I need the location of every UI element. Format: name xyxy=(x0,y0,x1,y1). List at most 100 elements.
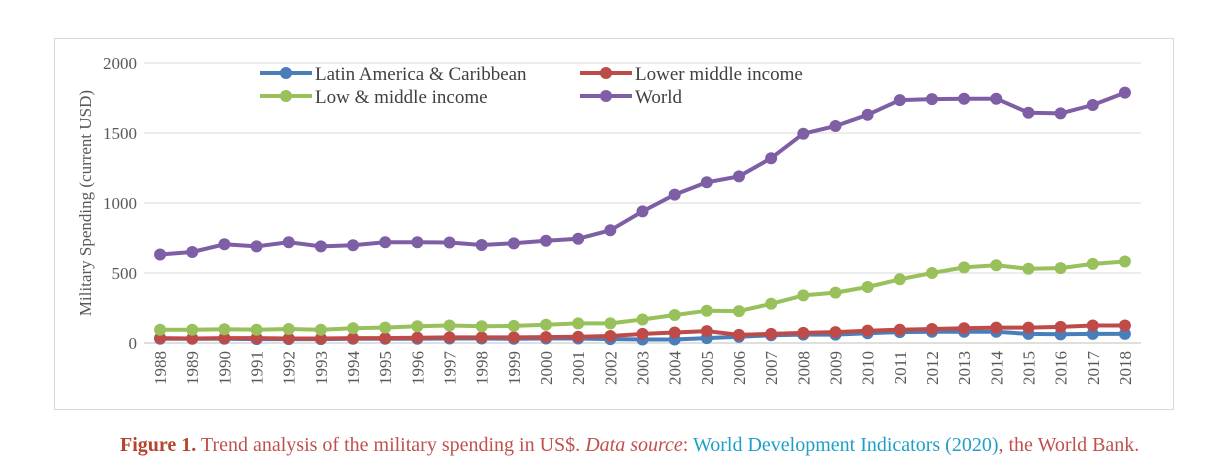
legend-entry-latin-america-caribbean: Latin America & Caribbean xyxy=(315,64,527,85)
x-tick-label-1988: 1988 xyxy=(151,351,170,385)
x-tick-label-2005: 2005 xyxy=(698,351,717,385)
data-point-low-middle-income-2010 xyxy=(861,281,874,293)
source-link[interactable]: World Development Indicators (2020) xyxy=(692,434,999,456)
data-point-lower-middle-income-1990 xyxy=(218,332,231,345)
data-point-lower-middle-income-2015 xyxy=(1022,321,1035,334)
data-point-world-1997 xyxy=(443,236,456,249)
source-label: Data source xyxy=(585,434,683,456)
y-tick-label-500: 500 xyxy=(112,264,138,283)
legend-entry-lower-middle-income: Lower middle income xyxy=(635,64,803,85)
legend-swatch-marker-lower-middle-income xyxy=(600,67,612,79)
data-point-low-middle-income-1989 xyxy=(186,323,199,336)
data-point-low-middle-income-2016 xyxy=(1054,262,1067,275)
data-point-low-middle-income-2017 xyxy=(1086,257,1099,270)
caption-text: Trend analysis of the military spending … xyxy=(196,434,586,456)
legend-swatch-marker-low-middle-income xyxy=(280,90,292,102)
x-tick-label-1990: 1990 xyxy=(215,351,234,385)
data-point-world-1989 xyxy=(186,246,199,258)
x-tick-label-2013: 2013 xyxy=(955,351,974,385)
y-tick-label-2000: 2000 xyxy=(103,54,137,73)
data-point-world-2004 xyxy=(668,188,681,201)
data-point-low-middle-income-1991 xyxy=(250,323,263,336)
data-point-lower-middle-income-2012 xyxy=(925,323,938,335)
caption-tail: , the World Bank. xyxy=(998,434,1140,456)
data-point-low-middle-income-2011 xyxy=(893,273,906,286)
data-point-world-1996 xyxy=(411,236,424,249)
x-tick-label-1997: 1997 xyxy=(441,351,460,386)
data-point-lower-middle-income-2002 xyxy=(604,330,617,342)
data-point-world-1994 xyxy=(347,239,360,252)
x-tick-label-1998: 1998 xyxy=(473,351,492,385)
source-separator: : xyxy=(682,434,693,456)
x-tick-label-1992: 1992 xyxy=(280,351,299,385)
data-point-low-middle-income-2013 xyxy=(958,261,971,274)
data-point-lower-middle-income-2007 xyxy=(765,327,778,340)
data-point-low-middle-income-2002 xyxy=(604,317,617,330)
data-point-lower-middle-income-1997 xyxy=(443,331,456,344)
figure-label: Figure 1. xyxy=(120,434,197,456)
data-point-lower-middle-income-1999 xyxy=(507,331,520,344)
data-point-world-2012 xyxy=(925,93,938,106)
data-point-lower-middle-income-2010 xyxy=(861,324,874,337)
data-point-world-2009 xyxy=(829,120,842,132)
data-point-lower-middle-income-2006 xyxy=(732,328,745,341)
data-point-lower-middle-income-2001 xyxy=(572,330,585,343)
x-tick-label-2001: 2001 xyxy=(569,351,588,385)
data-point-low-middle-income-1992 xyxy=(282,323,295,335)
x-tick-label-1996: 1996 xyxy=(408,351,427,385)
x-tick-label-1989: 1989 xyxy=(183,351,202,385)
x-tick-label-2007: 2007 xyxy=(762,351,781,386)
data-point-lower-middle-income-1989 xyxy=(186,332,199,345)
data-point-low-middle-income-2000 xyxy=(540,318,553,331)
x-tick-label-1999: 1999 xyxy=(505,351,524,385)
x-tick-label-2017: 2017 xyxy=(1084,351,1103,386)
data-point-low-middle-income-1997 xyxy=(443,319,456,332)
x-tick-label-2000: 2000 xyxy=(537,351,556,385)
figure-caption: Figure 1. Trend analysis of the military… xyxy=(120,434,1139,457)
data-point-low-middle-income-1995 xyxy=(379,321,392,334)
data-point-world-2018 xyxy=(1118,86,1131,99)
data-point-low-middle-income-2005 xyxy=(700,304,713,317)
data-point-latin-america-caribbean-2017 xyxy=(1086,327,1099,340)
series-line-world xyxy=(159,90,1126,257)
data-point-world-2014 xyxy=(990,92,1003,105)
x-tick-label-2004: 2004 xyxy=(666,351,685,386)
data-point-lower-middle-income-1995 xyxy=(379,332,392,345)
data-point-lower-middle-income-2005 xyxy=(700,325,713,338)
data-point-low-middle-income-1999 xyxy=(507,319,520,332)
data-point-low-middle-income-2009 xyxy=(829,286,842,299)
data-point-world-2006 xyxy=(732,170,745,183)
data-point-lower-middle-income-2004 xyxy=(668,326,681,339)
data-point-world-2001 xyxy=(572,232,585,245)
y-tick-label-0: 0 xyxy=(129,334,138,353)
legend-entry-low-middle-income: Low & middle income xyxy=(315,87,488,108)
x-tick-label-2008: 2008 xyxy=(794,351,813,385)
data-point-low-middle-income-1993 xyxy=(314,323,327,336)
x-tick-label-2003: 2003 xyxy=(634,351,653,385)
data-point-low-middle-income-2012 xyxy=(925,267,938,279)
legend-entry-world: World xyxy=(635,87,683,108)
x-tick-label-2006: 2006 xyxy=(730,351,749,385)
data-point-lower-middle-income-1992 xyxy=(282,332,295,345)
x-tick-label-2002: 2002 xyxy=(601,351,620,385)
data-point-lower-middle-income-1996 xyxy=(411,331,424,344)
data-point-lower-middle-income-2013 xyxy=(958,322,971,335)
y-tick-label-1500: 1500 xyxy=(103,124,137,143)
x-tick-label-2010: 2010 xyxy=(859,351,878,385)
data-point-lower-middle-income-2017 xyxy=(1086,319,1099,332)
data-point-low-middle-income-2007 xyxy=(765,297,778,310)
data-point-world-1998 xyxy=(475,239,488,251)
x-tick-label-2015: 2015 xyxy=(1019,351,1038,385)
data-point-low-middle-income-1990 xyxy=(218,323,231,336)
data-point-world-2017 xyxy=(1086,99,1099,111)
x-tick-label-2012: 2012 xyxy=(923,351,942,385)
data-point-low-middle-income-2015 xyxy=(1022,262,1035,275)
x-tick-label-1993: 1993 xyxy=(312,351,331,385)
data-point-world-2000 xyxy=(540,234,553,247)
data-point-lower-middle-income-2014 xyxy=(990,321,1003,334)
data-point-lower-middle-income-1998 xyxy=(475,331,488,344)
data-point-world-2008 xyxy=(797,127,810,140)
data-point-low-middle-income-2004 xyxy=(668,309,681,321)
x-tick-label-1994: 1994 xyxy=(344,351,363,386)
x-tick-label-2014: 2014 xyxy=(987,351,1006,386)
